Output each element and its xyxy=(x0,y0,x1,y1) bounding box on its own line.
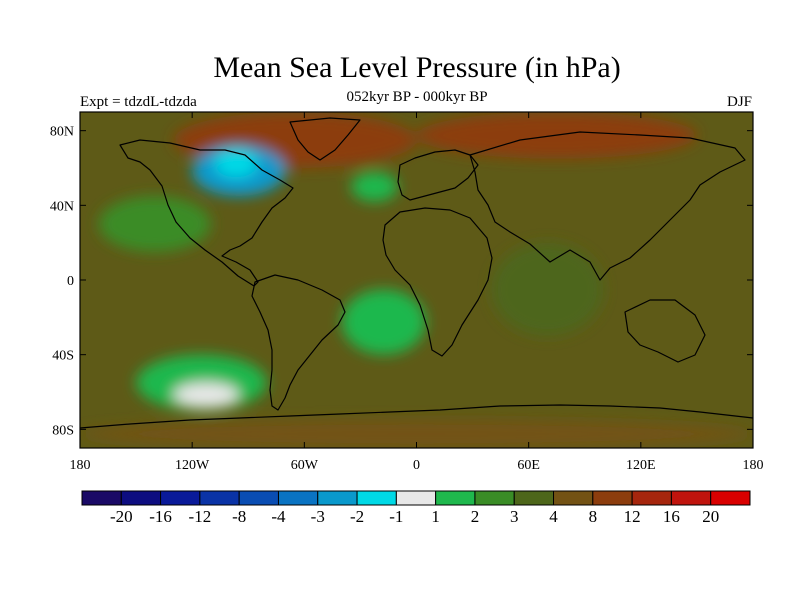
colorbar-swatch-9 xyxy=(435,490,476,506)
x-tick-label-1: 120W xyxy=(175,458,210,473)
colorbar-swatch-10 xyxy=(474,490,515,506)
anomaly-region-5 xyxy=(98,196,211,252)
colorbar-swatch-14 xyxy=(631,490,672,506)
coast-antarctica xyxy=(80,404,753,429)
colorbar-label-9: 2 xyxy=(471,507,480,526)
colorbar-swatch-15 xyxy=(670,490,712,506)
x-tick-label-4: 60E xyxy=(517,458,540,473)
anomaly-region-6 xyxy=(341,289,426,355)
colorbar-label-2: -12 xyxy=(189,507,212,526)
colorbar-swatch-11 xyxy=(513,490,555,506)
season-label: DJF xyxy=(726,94,752,110)
colorbar-swatch-8 xyxy=(395,490,437,506)
colorbar-swatch-12 xyxy=(553,490,594,506)
colorbar-label-6: -2 xyxy=(350,507,364,526)
coast-australia xyxy=(624,299,706,363)
anomaly-region-9 xyxy=(80,420,753,448)
colorbar-label-14: 16 xyxy=(663,507,680,526)
colorbar-swatch-16 xyxy=(710,490,751,506)
anomaly-region-10 xyxy=(491,242,604,336)
colorbar-label-15: 20 xyxy=(702,507,719,526)
colorbar-swatch-2 xyxy=(160,490,201,506)
map-area xyxy=(80,112,753,448)
coast-asia xyxy=(469,131,746,281)
colorbar-swatch-6 xyxy=(317,490,358,506)
anomaly-region-4 xyxy=(351,171,398,202)
x-tick-label-0: 180 xyxy=(70,458,91,473)
colorbar-label-0: -20 xyxy=(110,507,133,526)
y-tick-label-1: 40N xyxy=(50,199,74,214)
colorbar-swatch-13 xyxy=(592,490,633,506)
coast-south-america xyxy=(251,274,346,411)
chart-subtitle: 052kyr BP - 000kyr BP xyxy=(346,89,488,105)
y-tick-label-2: 0 xyxy=(67,274,74,289)
colorbar-label-11: 4 xyxy=(549,507,558,526)
colorbar-label-7: -1 xyxy=(389,507,403,526)
colorbar-label-1: -16 xyxy=(149,507,172,526)
colorbar: -20 -16 -12 -8 -4 -3 -2 -1 1 2 3 4 8 12 16 20 xyxy=(81,490,751,526)
chart-title: Mean Sea Level Pressure (in hPa) xyxy=(213,51,621,84)
colorbar-swatch-1 xyxy=(120,490,162,506)
x-tick-label-6: 180 xyxy=(743,458,764,473)
colorbar-label-13: 12 xyxy=(624,507,641,526)
experiment-label: Expt = tdzdL-tdzda xyxy=(80,94,197,110)
colorbar-label-3: -8 xyxy=(232,507,246,526)
colorbar-label-8: 1 xyxy=(431,507,440,526)
colorbar-swatch-4 xyxy=(238,490,279,506)
y-tick-label-0: 80N xyxy=(50,125,74,140)
colorbar-swatch-7 xyxy=(356,490,397,506)
coast-africa xyxy=(382,207,493,357)
coast-greenland xyxy=(289,117,361,161)
colorbar-label-10: 3 xyxy=(510,507,519,526)
anomaly-region-3 xyxy=(214,149,258,178)
colorbar-label-12: 8 xyxy=(589,507,598,526)
colorbar-swatch-0 xyxy=(81,490,122,506)
y-tick-label-4: 80S xyxy=(52,423,74,438)
x-tick-label-5: 120E xyxy=(626,458,656,473)
colorbar-label-5: -3 xyxy=(311,507,325,526)
coast-europe xyxy=(397,149,479,201)
colorbar-label-4: -4 xyxy=(271,507,286,526)
axis-ticks: 180 120W 60W 0 60E 120E 180 80N 40N 0 40S 80S xyxy=(50,112,764,473)
coast-north-america xyxy=(119,139,294,287)
y-tick-label-3: 40S xyxy=(52,349,74,364)
x-tick-label-3: 0 xyxy=(413,458,420,473)
x-tick-label-2: 60W xyxy=(291,458,319,473)
colorbar-swatch-3 xyxy=(199,490,240,506)
coastlines xyxy=(80,117,753,429)
colorbar-swatch-5 xyxy=(277,490,319,506)
anomaly-region-8 xyxy=(173,382,239,407)
